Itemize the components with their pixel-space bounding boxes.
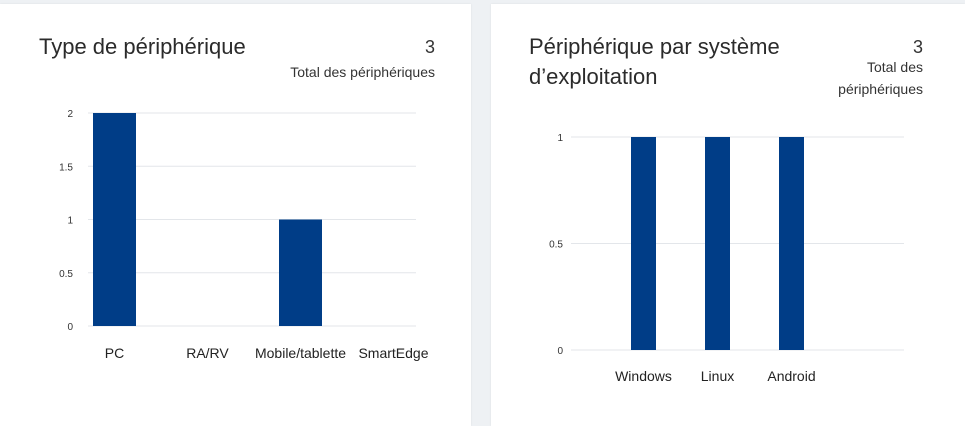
total-label: Total des périphériques: [290, 64, 435, 80]
y-tick-label: 1: [557, 133, 563, 144]
y-tick-label: 0.5: [59, 269, 73, 280]
device-os-card: Périphérique par système d’exploitation …: [491, 4, 965, 426]
x-category-label: RA/RV: [186, 345, 229, 361]
bar: [93, 113, 136, 326]
total-count: 3: [912, 37, 923, 57]
x-category-label: Linux: [701, 368, 734, 384]
bar: [779, 137, 804, 350]
card-title: Périphérique par système d’exploitation: [529, 32, 780, 92]
total-label-line1: Total des: [866, 59, 923, 75]
y-tick-label: 0: [67, 322, 73, 333]
device-os-bar-chart: 0 0.5 1 Windows Linux Android: [549, 133, 904, 384]
bar: [279, 219, 322, 326]
card-title: Type de périphérique: [39, 34, 246, 59]
device-type-card: Type de périphérique 3 Total des périphé…: [0, 4, 471, 426]
y-tick-label: 0: [557, 346, 563, 357]
x-category-label: SmartEdge: [358, 345, 428, 361]
x-category-label: Mobile/tablette: [255, 345, 346, 361]
x-category-label: Windows: [615, 368, 672, 384]
device-type-bar-chart: 0 0.5 1 1.5 2 PC RA/RV Mobile/tablette SmartEdge: [59, 109, 429, 361]
card-title-line2: d’exploitation: [529, 64, 658, 89]
bar: [631, 137, 656, 350]
y-tick-label: 2: [67, 109, 73, 120]
y-tick-label: 0.5: [549, 240, 563, 251]
x-category-label: Android: [767, 368, 815, 384]
total-count: 3: [424, 37, 435, 57]
bar: [705, 137, 730, 350]
total-label-line2: périphériques: [838, 81, 923, 97]
x-category-label: PC: [105, 345, 124, 361]
y-tick-label: 1: [67, 216, 73, 227]
card-title-line1: Périphérique par système: [529, 34, 780, 59]
y-tick-label: 1.5: [59, 162, 73, 173]
total-label: Total des périphériques: [838, 56, 923, 100]
